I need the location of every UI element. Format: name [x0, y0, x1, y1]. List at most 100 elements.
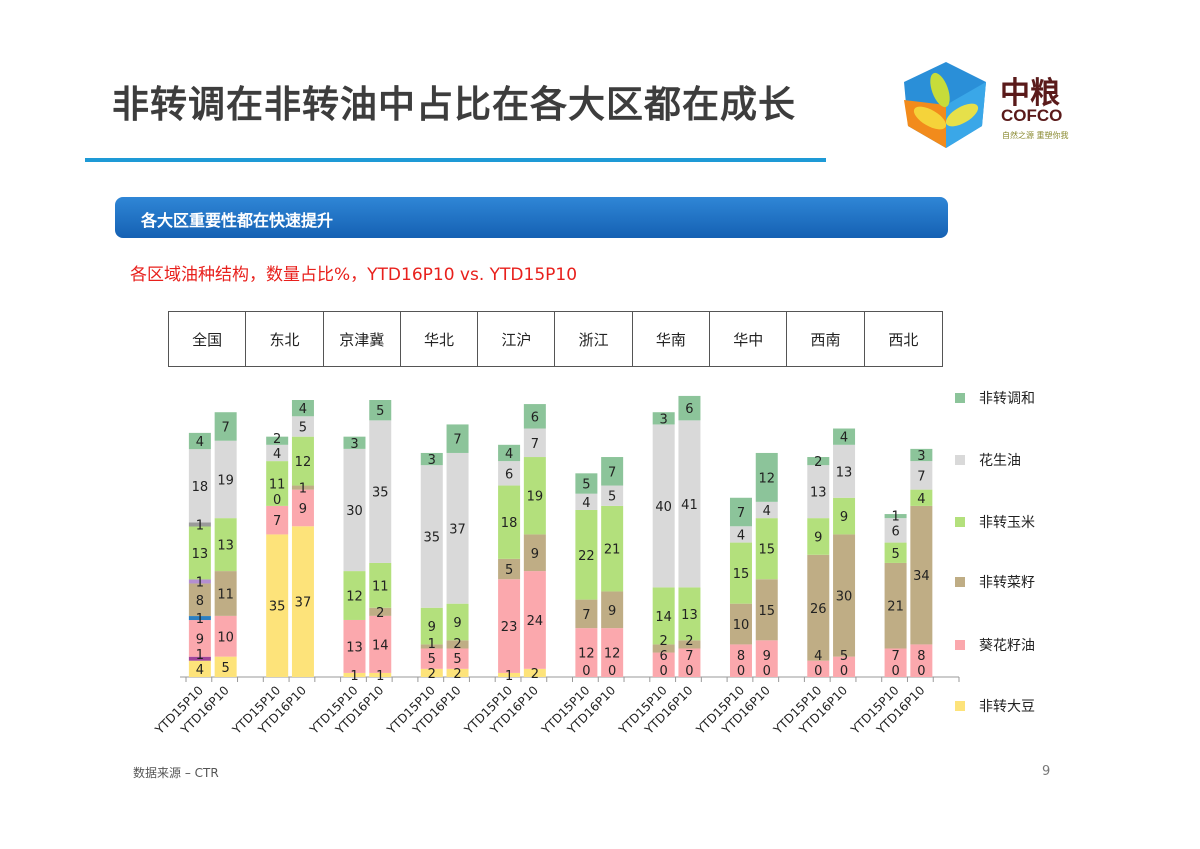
bar-segment — [807, 660, 830, 677]
bar-segment — [678, 587, 701, 641]
legend-item: 非转菜籽 — [955, 572, 1035, 592]
data-label: 34 — [913, 569, 930, 584]
data-label: 2 — [531, 667, 539, 682]
bar-segment — [678, 648, 701, 677]
data-label: 30 — [346, 504, 363, 519]
legend-label: 非转调和 — [979, 391, 1035, 407]
data-label: 19 — [217, 473, 234, 488]
bar-segment — [601, 485, 624, 506]
data-label: 0 — [582, 664, 590, 679]
data-label: 35 — [372, 486, 389, 501]
data-label: 10 — [733, 618, 750, 633]
data-label: 14 — [372, 638, 389, 653]
data-label: 7 — [685, 649, 693, 664]
bar-segment — [291, 416, 314, 437]
bar-segment — [729, 603, 752, 645]
bar-segment — [214, 518, 237, 572]
bar-segment — [729, 526, 752, 543]
bar-segment — [369, 607, 392, 616]
data-label: 9 — [840, 510, 848, 525]
data-label: 37 — [449, 522, 466, 537]
bar-segment — [343, 619, 366, 673]
cofco-logo: 中粮 COFCO 自然之源 重塑你我 — [900, 60, 1090, 150]
bar-segment — [498, 579, 521, 673]
bar-segment — [601, 457, 624, 486]
bar-segment — [343, 672, 366, 677]
bar-segment — [214, 571, 237, 616]
data-label: 7 — [608, 465, 616, 480]
bar-segment — [420, 644, 443, 649]
data-label: 7 — [917, 469, 925, 484]
data-label: 3 — [350, 437, 358, 452]
region-header-cell: 东北 — [246, 312, 324, 366]
bar-segment — [755, 579, 778, 641]
bar-segment — [652, 644, 675, 653]
bar-segment — [291, 526, 314, 677]
bar-segment — [833, 497, 856, 535]
data-label: 5 — [222, 661, 230, 676]
bar-segment — [523, 428, 546, 458]
bar-segment — [266, 505, 289, 535]
bar-segment — [498, 672, 521, 677]
bar-segment — [523, 534, 546, 572]
bar-segment — [188, 432, 211, 450]
bar-segment — [420, 648, 443, 669]
data-label: 15 — [758, 604, 775, 619]
legend-swatch — [955, 577, 965, 587]
legend-item: 葵花籽油 — [955, 635, 1035, 655]
data-label: 9 — [428, 620, 436, 635]
data-label: 2 — [814, 455, 822, 470]
bar-segment — [884, 562, 907, 649]
data-label: 9 — [814, 530, 822, 545]
bar-segment — [729, 644, 752, 677]
legend-swatch — [955, 455, 965, 465]
bar-segment — [652, 412, 675, 425]
bar-segment — [214, 615, 237, 657]
data-label: 13 — [810, 486, 827, 501]
page-number: 9 — [1042, 764, 1051, 779]
data-label: 6 — [685, 402, 693, 417]
data-label: 9 — [299, 502, 307, 517]
data-label: 24 — [527, 614, 544, 629]
bar-segment — [498, 558, 521, 580]
data-label: 0 — [917, 664, 925, 679]
data-label: 7 — [273, 514, 281, 529]
bar-segment — [446, 452, 469, 604]
region-header-cell: 京津冀 — [324, 312, 401, 366]
data-label: 8 — [737, 649, 745, 664]
data-label: 2 — [685, 634, 693, 649]
data-label: 8 — [196, 594, 204, 609]
data-label: 0 — [814, 664, 822, 679]
data-label: 12 — [295, 455, 312, 470]
data-label: 18 — [501, 516, 518, 531]
bar-segment — [910, 505, 933, 645]
bar-segment — [291, 485, 314, 490]
bar-segment — [833, 534, 856, 657]
section-banner: 各大区重要性都在快速提升 — [115, 197, 948, 238]
bar-segment — [446, 648, 469, 669]
bar-segment — [884, 648, 907, 677]
bar-segment — [910, 644, 933, 677]
data-label: 23 — [501, 620, 518, 635]
data-label: 4 — [582, 496, 590, 511]
data-label: 0 — [660, 664, 668, 679]
data-label: 2 — [273, 432, 281, 447]
data-label: 9 — [531, 547, 539, 562]
bar-segment — [188, 522, 211, 527]
bar-segment — [188, 526, 211, 580]
bar-segment — [420, 465, 443, 608]
data-label: 9 — [453, 616, 461, 631]
bar-segment — [266, 444, 289, 462]
banner-text: 各大区重要性都在快速提升 — [141, 211, 334, 230]
data-label: 2 — [660, 634, 668, 649]
bar-segment — [420, 607, 443, 645]
bar-segment — [369, 672, 392, 677]
data-label: 41 — [681, 498, 698, 513]
bar-segment — [420, 668, 443, 677]
data-label: 10 — [217, 630, 234, 645]
bar-segment — [446, 603, 469, 641]
data-label: 15 — [733, 567, 750, 582]
bar-segment — [343, 571, 366, 620]
bar-segment — [833, 656, 856, 677]
